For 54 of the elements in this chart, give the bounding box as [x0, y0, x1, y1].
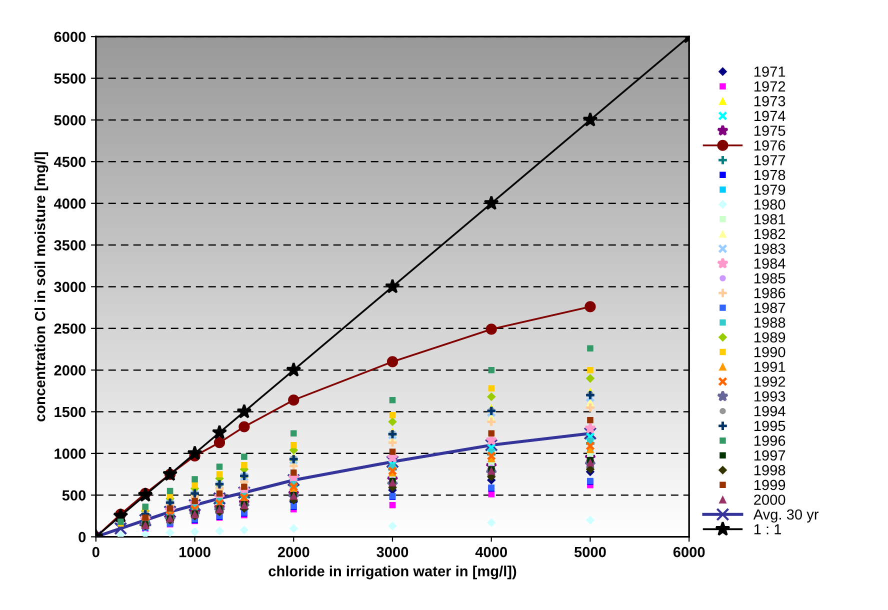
legend-label: 1988: [754, 317, 786, 328]
legend-label: 1977: [754, 155, 786, 166]
y-tick-label: 1000: [54, 448, 86, 459]
y-tick-label: 3500: [54, 240, 86, 250]
legend-label: 1992: [754, 376, 786, 387]
x-axis-title: chloride in irrigation water in [mg/l]): [268, 566, 516, 580]
legend-label: 1989: [754, 332, 786, 343]
legend-label: 1991: [754, 362, 786, 372]
y-tick-label: 5000: [54, 115, 86, 126]
legend-label: 1982: [754, 228, 786, 240]
y-tick-label: 1500: [54, 406, 86, 418]
y-tick-label: 500: [62, 490, 86, 501]
legend-label: 1974: [754, 110, 786, 122]
y-tick-label: 6000: [54, 32, 86, 42]
legend-label: 1984: [754, 258, 786, 269]
y-tick-label: 0: [78, 532, 86, 542]
legend-label: 1971: [754, 66, 786, 77]
legend-label: 1980: [754, 199, 786, 210]
legend-label: 1986: [754, 288, 786, 298]
legend-label: 1985: [754, 273, 786, 284]
legend-label: 1994: [754, 406, 786, 416]
x-tick-label: 4000: [475, 546, 507, 558]
legend-label: 1983: [754, 244, 786, 254]
legend-label: Avg. 30 yr: [753, 509, 819, 523]
y-tick-label: 4000: [54, 198, 86, 209]
legend-label: 1987: [754, 302, 786, 313]
y-tick-label: 2000: [54, 365, 86, 376]
x-tick-label: 2000: [278, 546, 310, 558]
legend-label: 1990: [754, 346, 786, 358]
y-tick-label: 3000: [54, 282, 86, 292]
legend-label: 1997: [754, 450, 786, 461]
legend-label: 1976: [754, 140, 786, 151]
legend-label: 1978: [754, 170, 786, 180]
x-tick-label: 0: [92, 546, 100, 558]
x-tick-label: 1000: [179, 546, 210, 558]
y-tick-label: 5500: [54, 73, 86, 84]
legend-label: 1975: [754, 126, 786, 136]
legend-label: 1998: [754, 465, 786, 476]
x-tick-label: 3000: [376, 546, 408, 558]
x-tick-label: 6000: [673, 546, 705, 558]
legend-label: 1 : 1: [754, 524, 782, 534]
legend-label: 2000: [754, 494, 786, 505]
y-tick-label: 2500: [54, 323, 86, 334]
legend-label: 1999: [754, 480, 786, 490]
y-axis-title: concentration Cl in soil moisture [mg/l]: [34, 152, 48, 422]
legend-label: 1995: [754, 420, 786, 432]
y-tick-label: 4500: [54, 156, 86, 168]
x-tick-label: 5000: [574, 546, 606, 558]
legend-label: 1972: [754, 81, 786, 92]
legend-label: 1979: [754, 184, 786, 195]
legend-label: 1981: [754, 214, 786, 224]
legend-label: 1973: [754, 96, 786, 106]
legend-label: 1993: [754, 391, 786, 402]
legend-label: 1996: [754, 436, 786, 446]
